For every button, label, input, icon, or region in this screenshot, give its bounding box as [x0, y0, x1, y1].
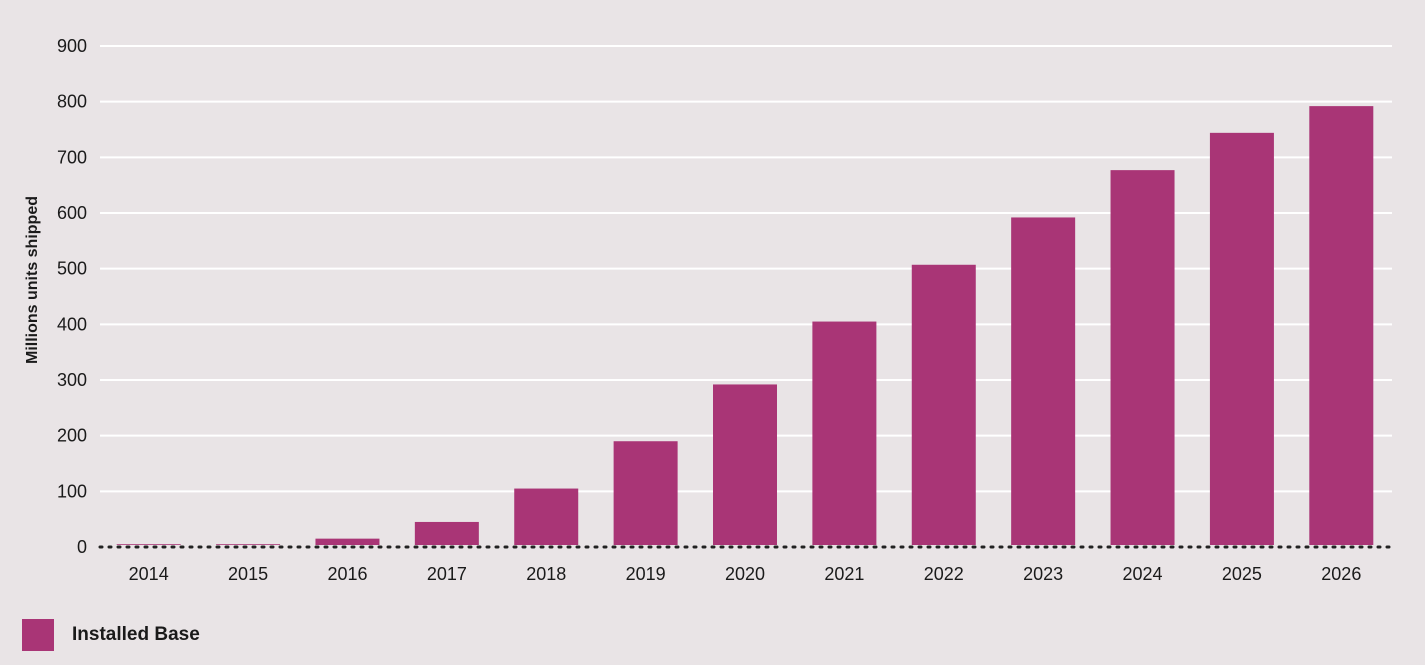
- bar-2021: [812, 321, 877, 545]
- y-tick-label: 500: [57, 259, 87, 279]
- bar-2016: [315, 538, 380, 545]
- x-tick-label: 2021: [824, 564, 864, 584]
- x-tick-label: 2015: [228, 564, 268, 584]
- x-tick-label: 2023: [1023, 564, 1063, 584]
- bar-2018: [514, 488, 579, 545]
- x-tick-label: 2022: [924, 564, 964, 584]
- bar-2023: [1011, 217, 1076, 545]
- bar-2022: [911, 264, 976, 545]
- y-tick-label: 200: [57, 426, 87, 446]
- grid-lines: [100, 45, 1392, 493]
- y-tick-label: 600: [57, 203, 87, 223]
- y-tick-labels: 0 100 200 300 400 500 600 700 800 900: [57, 36, 87, 557]
- x-tick-labels: 2014 2015 2016 2017 2018 2019 2020 2021 2022 2023…: [129, 564, 1362, 584]
- bar-2017: [414, 521, 479, 545]
- bar-2024: [1110, 170, 1175, 546]
- bar-2025: [1209, 132, 1274, 545]
- bar-2014: [116, 544, 181, 545]
- legend-swatch-installed-base: [22, 619, 54, 651]
- y-tick-label: 0: [77, 537, 87, 557]
- x-tick-label: 2026: [1321, 564, 1361, 584]
- x-tick-label: 2014: [129, 564, 169, 584]
- y-tick-label: 900: [57, 36, 87, 56]
- bar-2020: [713, 384, 777, 545]
- x-tick-label: 2019: [626, 564, 666, 584]
- y-tick-label: 100: [57, 481, 87, 501]
- bar-2026: [1309, 106, 1374, 546]
- legend-label-installed-base: Installed Base: [72, 624, 200, 645]
- legend: Installed Base: [22, 619, 200, 651]
- bar-2019: [613, 441, 678, 545]
- x-tick-label: 2024: [1123, 564, 1163, 584]
- bars: [116, 106, 1374, 546]
- y-tick-label: 800: [57, 92, 87, 112]
- y-axis-title: Millions units shipped: [24, 196, 41, 364]
- x-tick-label: 2020: [725, 564, 765, 584]
- x-tick-label: 2025: [1222, 564, 1262, 584]
- y-tick-label: 300: [57, 370, 87, 390]
- x-tick-label: 2017: [427, 564, 467, 584]
- x-tick-label: 2016: [327, 564, 367, 584]
- bar-2015: [216, 544, 281, 545]
- y-tick-label: 700: [57, 147, 87, 167]
- x-tick-label: 2018: [526, 564, 566, 584]
- y-tick-label: 400: [57, 314, 87, 334]
